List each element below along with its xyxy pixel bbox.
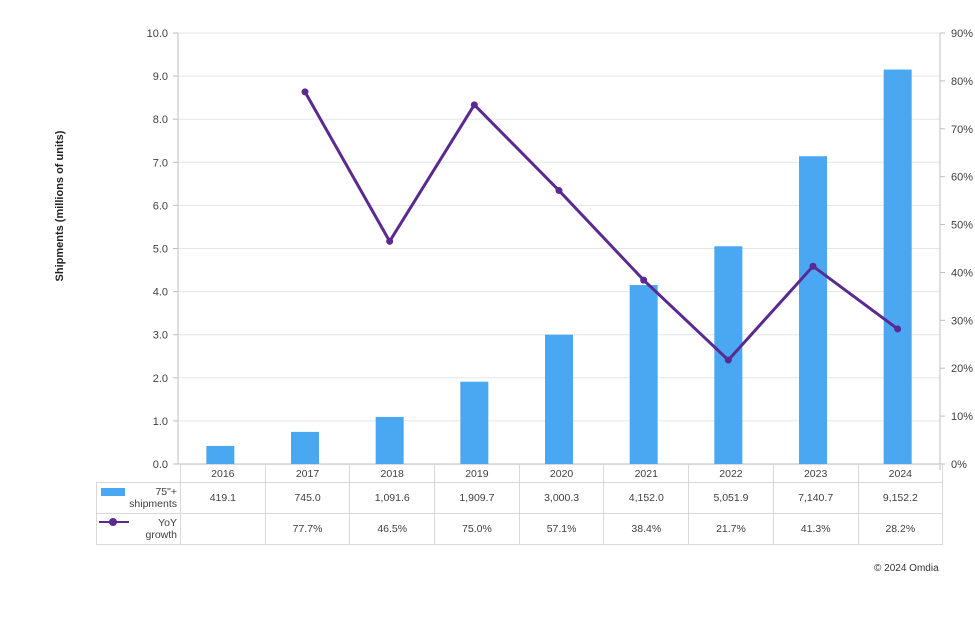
y-axis-title: Shipments (millions of units)	[54, 130, 66, 282]
line-marker	[894, 325, 902, 333]
y2-tick-label: 40%	[951, 267, 973, 279]
shipments-cell: 7,140.7	[772, 482, 859, 514]
line-marker	[301, 88, 309, 96]
legend-shipments: 75"+ shipments	[96, 482, 181, 514]
bar	[799, 156, 827, 464]
yoy-cell	[180, 513, 266, 545]
y2-tick-label: 0%	[951, 459, 967, 470]
legend-label: YoY	[158, 517, 177, 529]
bar	[714, 246, 743, 464]
bar	[545, 334, 573, 464]
y2-tick-label: 60%	[951, 172, 973, 184]
data-table: 2016 2017 2018 2019 2020 2021 2022 2023 2024 75"…	[96, 464, 944, 545]
y2-tick-label: 30%	[951, 315, 973, 327]
y-tick-label: 1.0	[153, 416, 168, 428]
line-marker	[470, 101, 478, 109]
shipments-row: 75"+ shipments 419.1 745.0 1,091.6 1,909.7 3…	[96, 482, 944, 514]
line-marker	[555, 187, 563, 195]
yoy-cell: 21.7%	[688, 513, 774, 545]
marker-legend-icon	[109, 518, 117, 526]
y2-tick-label: 10%	[951, 411, 973, 423]
table-corner	[96, 464, 181, 483]
shipments-cell: 745.0	[264, 482, 351, 514]
legend-yoy: YoY growth	[96, 513, 181, 545]
shipments-cell: 3,000.3	[518, 482, 605, 514]
y-tick-label: 3.0	[153, 330, 168, 342]
shipments-cell: 9,152.2	[857, 482, 944, 514]
shipments-cell: 1,909.7	[434, 482, 520, 514]
yoy-cell: 57.1%	[518, 513, 605, 545]
bar	[291, 431, 319, 464]
right-y-axis: 0% 10% 20% 30% 40% 50% 60% 70% 80% 90%	[939, 28, 973, 470]
yoy-cell: 38.4%	[603, 513, 690, 545]
yoy-cell: 41.3%	[772, 513, 859, 545]
bar	[629, 285, 658, 464]
year-header: 2020	[518, 464, 605, 483]
gridlines	[178, 32, 940, 422]
year-header: 2021	[603, 464, 690, 483]
line-marker	[809, 262, 817, 270]
shipments-cell: 1,091.6	[349, 482, 436, 514]
yoy-cell: 46.5%	[349, 513, 436, 545]
shipments-cell: 4,152.0	[603, 482, 690, 514]
bar-series-shipments	[206, 69, 912, 465]
bar-legend-icon	[101, 488, 125, 496]
y2-tick-label: 70%	[951, 124, 973, 136]
shipments-cell: 5,051.9	[688, 482, 774, 514]
yoy-row: YoY growth 77.7% 46.5% 75.0% 57.1% 38.4% 21.7…	[96, 513, 944, 545]
y2-tick-label: 20%	[951, 363, 973, 375]
y-tick-label: 9.0	[153, 71, 168, 83]
legend-label: 75"+	[155, 486, 177, 498]
yoy-cell: 28.2%	[857, 513, 944, 545]
line-path	[303, 91, 899, 363]
line-series-yoy-growth	[301, 88, 902, 364]
year-header: 2023	[772, 464, 859, 483]
line-marker	[640, 276, 648, 284]
y2-tick-label: 90%	[951, 28, 973, 40]
line-marker	[386, 237, 394, 245]
y-tick-label: 8.0	[153, 114, 168, 126]
year-header: 2018	[349, 464, 436, 483]
yoy-cell: 75.0%	[434, 513, 520, 545]
combo-chart: 0.01.02.03.04.05.06.07.08.09.010.0 0%10%…	[147, 28, 973, 470]
year-header: 2022	[688, 464, 774, 483]
y-tick-label: 5.0	[153, 244, 168, 256]
year-header-row: 2016 2017 2018 2019 2020 2021 2022 2023 2024	[96, 464, 944, 483]
legend-label: shipments	[129, 498, 177, 510]
y2-tick-label: 80%	[951, 76, 973, 88]
y-tick-label: 7.0	[153, 157, 168, 169]
bar	[883, 69, 912, 465]
shipments-cell: 419.1	[180, 482, 266, 514]
copyright: © 2024 Omdia	[874, 563, 939, 574]
y-tick-label: 10.0	[147, 28, 168, 40]
bar	[206, 445, 235, 464]
line-marker	[724, 356, 732, 364]
bar	[375, 416, 404, 464]
y-tick-label: 4.0	[153, 287, 168, 299]
y-tick-label: 2.0	[153, 373, 168, 385]
y2-tick-label: 50%	[951, 220, 973, 232]
year-header: 2024	[857, 464, 944, 483]
bar	[460, 381, 489, 464]
legend-label: growth	[145, 529, 177, 541]
year-header: 2016	[180, 464, 266, 483]
y-tick-label: 6.0	[153, 200, 168, 212]
year-header: 2019	[434, 464, 520, 483]
yoy-cell: 77.7%	[264, 513, 351, 545]
year-header: 2017	[264, 464, 351, 483]
